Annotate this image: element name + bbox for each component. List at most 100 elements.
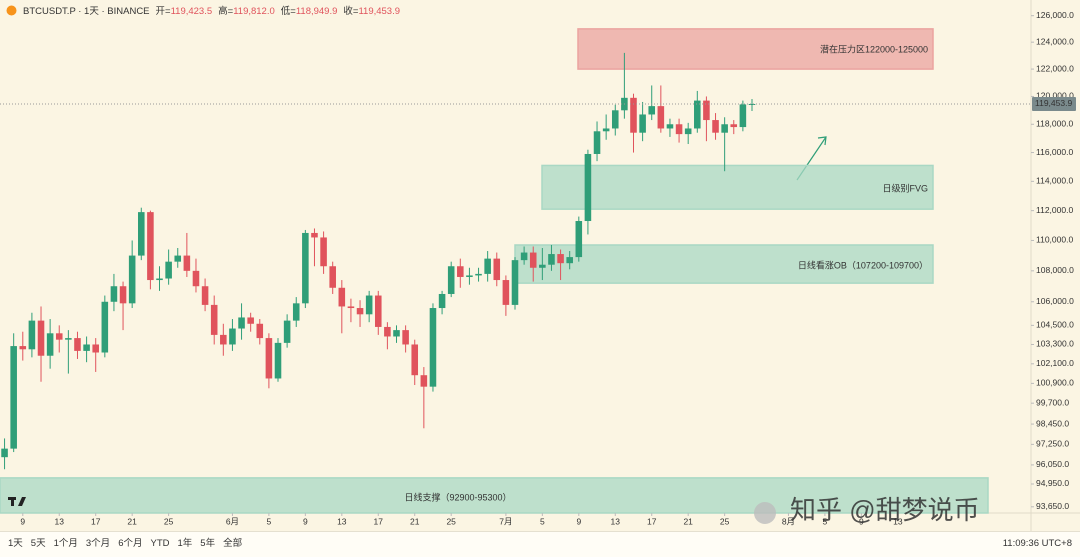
- x-tick-label: 13: [337, 516, 347, 526]
- chart: 潜在压力区122000-125000 日级别FVG 日线看涨OB（107200-10…: [0, 0, 1080, 531]
- candle-body: [520, 252, 528, 261]
- candle-body: [447, 266, 455, 294]
- candle-body: [46, 333, 54, 356]
- x-tick-label: 5: [823, 516, 828, 526]
- candle-body: [156, 278, 163, 281]
- candle-body: [55, 333, 63, 340]
- toolbar: 11:09:36 UTC+8 1天 5天 1个月 3个月 6个月 YTD 1年 5年 全部: [0, 531, 1080, 557]
- candle-body: [83, 344, 90, 351]
- ohlc-value: 119,423.5: [170, 6, 213, 17]
- last-price-label: 119,453.9: [1035, 98, 1072, 108]
- candle-body: [539, 264, 546, 268]
- y-tick-label: 97,250.0: [1036, 439, 1069, 449]
- period-button[interactable]: 5年: [200, 538, 216, 549]
- x-tick-label: 21: [683, 516, 693, 526]
- x-tick-label: 17: [647, 516, 657, 526]
- ohlc-key: 收=: [343, 6, 359, 17]
- candle-body: [675, 124, 683, 135]
- period-button[interactable]: 6个月: [118, 538, 143, 549]
- candle-body: [684, 128, 692, 135]
- candle-body: [19, 346, 27, 350]
- candle-body: [329, 266, 336, 288]
- y-tick-label: 99,700.0: [1036, 397, 1069, 407]
- zone-label: 日线看涨OB（107200-109700）: [798, 259, 928, 270]
- candle-body: [356, 308, 364, 315]
- ohlc-key: 低=: [280, 6, 296, 17]
- y-tick-label: 124,000.0: [1036, 36, 1074, 46]
- candle-body: [374, 295, 382, 327]
- candle-body: [511, 260, 519, 305]
- x-tick-label: 9: [859, 516, 864, 526]
- candle-body: [320, 237, 327, 267]
- watermark-logo: [754, 502, 776, 524]
- candle-body: [283, 320, 291, 343]
- ohlc-value: 119,453.9: [358, 6, 401, 17]
- y-tick-label: 108,000.0: [1036, 265, 1074, 275]
- clock: 11:09:36 UTC+8: [1002, 538, 1072, 549]
- x-tick-label: 25: [164, 516, 174, 526]
- candle-body: [74, 338, 81, 351]
- candle-body: [138, 212, 145, 256]
- candle-body: [192, 270, 200, 287]
- candle-body: [611, 110, 619, 129]
- y-tick-label: 122,000.0: [1036, 63, 1074, 73]
- y-tick-label: 93,650.0: [1036, 501, 1069, 511]
- candle-body: [183, 255, 191, 271]
- candle-body: [584, 153, 592, 222]
- x-tick-label: 21: [410, 516, 420, 526]
- candle-body: [402, 330, 409, 345]
- period-button[interactable]: YTD: [150, 538, 170, 549]
- candle-body: [292, 303, 300, 321]
- period-button[interactable]: 全部: [223, 538, 243, 549]
- candle-body: [484, 258, 491, 274]
- candle-body: [338, 287, 346, 307]
- symbol[interactable]: BTCUSDT.P · 1天 · BINANCE: [23, 6, 150, 17]
- y-tick-label: 118,000.0: [1036, 119, 1073, 129]
- candle-body: [548, 254, 555, 265]
- period-button[interactable]: 3个月: [85, 538, 111, 549]
- y-tick-label: 110,000.0: [1036, 235, 1073, 245]
- ohlc-key: 高=: [218, 6, 234, 17]
- candle-body: [210, 304, 218, 335]
- period-button[interactable]: 1年: [177, 538, 193, 549]
- candle-body: [593, 131, 601, 154]
- x-tick-label: 13: [611, 516, 621, 526]
- y-tick-label: 103,300.0: [1036, 339, 1074, 349]
- candle-body: [119, 286, 127, 304]
- candle-body: [639, 114, 646, 133]
- candle-body: [457, 266, 464, 277]
- candle-body: [730, 124, 738, 128]
- candle-body: [229, 328, 236, 345]
- zone: [514, 244, 934, 284]
- y-tick-label: 94,950.0: [1036, 478, 1069, 488]
- period-button[interactable]: 1个月: [53, 538, 78, 549]
- header: BTCUSDT.P · 1天 · BINANCE 开=119,423.5 高=11…: [6, 3, 406, 17]
- candle-body: [37, 320, 45, 356]
- zone: [0, 477, 989, 514]
- x-tick-label: 25: [720, 516, 730, 526]
- ohlc-value: 119,812.0: [233, 6, 275, 17]
- candle-body: [201, 286, 209, 305]
- candle-body: [65, 338, 72, 340]
- x-tick-label: 8月: [782, 516, 795, 526]
- candle-body: [575, 221, 583, 258]
- zone-label: 日级别FVG: [882, 182, 928, 193]
- candle-body: [247, 317, 254, 324]
- period-button[interactable]: 5天: [30, 538, 46, 549]
- candle-body: [1, 448, 8, 458]
- y-tick-label: 106,000.0: [1036, 296, 1074, 306]
- candle-body: [238, 317, 245, 329]
- candle-body: [502, 280, 510, 305]
- candle-body: [694, 100, 701, 129]
- candle-body: [101, 301, 109, 353]
- period-button[interactable]: 1天: [8, 538, 23, 549]
- candle-body: [557, 254, 564, 264]
- candle-body: [420, 375, 428, 387]
- candle-body: [493, 258, 501, 281]
- x-tick-label: 25: [446, 516, 456, 526]
- y-tick-label: 96,050.0: [1036, 459, 1069, 469]
- candle-body: [748, 103, 756, 105]
- x-tick-label: 5: [267, 516, 272, 526]
- candle-body: [311, 232, 318, 238]
- candle-body: [712, 120, 719, 133]
